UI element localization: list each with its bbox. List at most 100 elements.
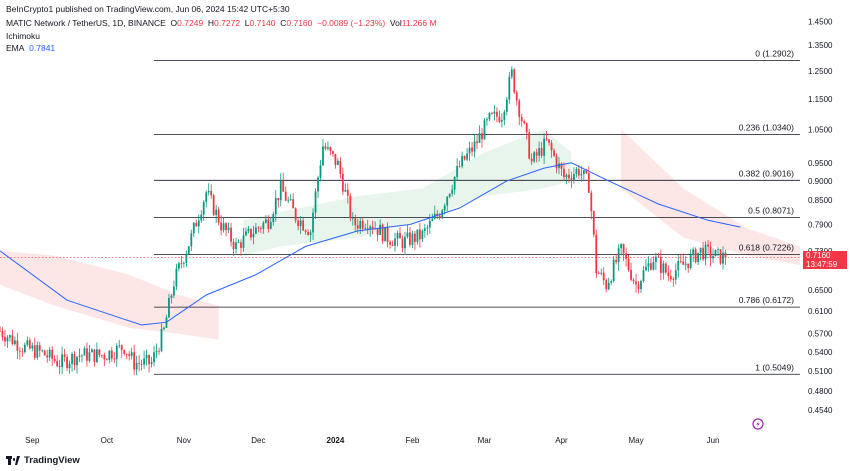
candle-body-5 — [11, 335, 14, 345]
candle-body-214 — [530, 158, 533, 162]
candle-body-82 — [202, 201, 205, 215]
candle-body-89 — [220, 222, 223, 231]
candle-body-133 — [329, 147, 332, 152]
candle-body-3 — [6, 337, 9, 342]
candle-body-11 — [26, 340, 29, 345]
candle-body-128 — [317, 177, 319, 192]
candle-body-239 — [592, 211, 595, 235]
published-line: BeInCrypto1 published on TradingView.com… — [6, 4, 290, 15]
candle-body-64 — [158, 350, 160, 352]
y-tick-label-15: 0.4800 — [808, 387, 833, 396]
candle-body-277 — [687, 263, 690, 269]
symbol-title[interactable]: MATIC Network / TetherUS, 1D, BINANCE — [6, 18, 166, 28]
open-label: O — [170, 18, 178, 28]
candle-body-220 — [545, 138, 548, 140]
event-marker-icon — [752, 418, 764, 430]
candle-body-189 — [468, 147, 471, 154]
fib-label-4: 0.618 (0.7226) — [739, 242, 794, 252]
candle-body-35 — [86, 348, 88, 361]
candle-body-102 — [252, 233, 255, 238]
ichimoku-legend[interactable]: Ichimoku — [6, 31, 40, 42]
candle-body-87 — [215, 209, 218, 215]
candle-body-235 — [582, 170, 585, 175]
candle-body-33 — [81, 355, 83, 357]
candle-body-108 — [267, 219, 270, 229]
candle-body-118 — [292, 199, 295, 209]
candle-body-17 — [41, 350, 44, 352]
candle-body-193 — [478, 133, 481, 143]
candle-body-119 — [294, 208, 297, 221]
candle-body-77 — [190, 233, 193, 247]
candle-body-233 — [577, 169, 580, 176]
candle-body-237 — [587, 173, 590, 193]
candle-body-53 — [130, 352, 133, 356]
candle-body-185 — [458, 166, 461, 167]
tradingview-logo-text: TradingView — [24, 455, 80, 466]
candle-body-73 — [180, 263, 183, 265]
candle-body-16 — [38, 345, 41, 351]
candle-body-46 — [113, 358, 116, 360]
candle-body-127 — [314, 191, 317, 213]
candle-body-206 — [510, 69, 513, 77]
candle-body-146 — [361, 220, 364, 229]
candle-body-147 — [364, 227, 367, 229]
candle-body-252 — [625, 253, 627, 259]
candle-body-6 — [14, 340, 16, 345]
candle-body-223 — [553, 150, 555, 156]
candle-body-126 — [312, 212, 314, 233]
y-tick-label-12: 0.5700 — [808, 330, 833, 339]
candle-body-12 — [28, 340, 31, 349]
ema-legend[interactable]: EMA 0.7841 — [6, 43, 55, 54]
x-tick-label-9: Jun — [707, 436, 720, 445]
candle-body-79 — [195, 222, 198, 227]
ichimoku-cloud-bull-0 — [243, 129, 572, 256]
fib-label-5: 0.786 (0.6172) — [739, 295, 794, 305]
candle-body-50 — [123, 350, 126, 354]
candle-body-125 — [309, 232, 312, 235]
candle-body-171 — [423, 228, 426, 231]
candle-body-202 — [500, 119, 503, 122]
x-tick-label-0: Sep — [25, 436, 40, 445]
candle-body-213 — [528, 132, 531, 159]
candle-body-112 — [277, 197, 280, 201]
candle-body-236 — [585, 170, 588, 174]
candle-body-177 — [438, 215, 441, 218]
candle-body-38 — [93, 349, 96, 362]
candle-body-63 — [155, 350, 158, 353]
candle-body-49 — [120, 345, 123, 351]
candle-body-280 — [694, 249, 697, 263]
candle-body-32 — [78, 355, 81, 357]
tradingview-logo[interactable]: TradingView — [6, 455, 80, 466]
candle-body-224 — [555, 155, 558, 168]
candle-body-14 — [33, 345, 36, 358]
candle-body-226 — [560, 163, 563, 169]
candle-body-231 — [573, 173, 575, 181]
candle-body-138 — [341, 173, 344, 192]
candle-body-90 — [222, 223, 225, 231]
candle-body-211 — [523, 121, 526, 124]
candle-body-105 — [259, 228, 262, 229]
candle-body-160 — [396, 232, 399, 239]
candle-body-100 — [247, 228, 250, 232]
candle-body-153 — [379, 224, 382, 235]
candle-body-123 — [304, 230, 307, 232]
candle-body-139 — [344, 189, 347, 192]
candle-body-196 — [486, 119, 488, 121]
y-tick-label-14: 0.5100 — [808, 367, 833, 376]
candle-body-41 — [100, 355, 103, 356]
candle-body-96 — [237, 242, 240, 244]
lightning-icon — [756, 421, 760, 427]
candle-body-201 — [498, 116, 501, 122]
candle-body-24 — [58, 366, 61, 368]
candle-body-167 — [414, 233, 416, 242]
candle-body-207 — [513, 69, 516, 93]
candle-body-205 — [508, 76, 511, 100]
x-tick-label-8: May — [628, 436, 643, 445]
candle-body-122 — [302, 220, 305, 231]
candle-body-272 — [674, 270, 677, 280]
candle-body-174 — [431, 218, 434, 221]
candle-body-120 — [297, 220, 300, 227]
low-value: 0.7140 — [249, 18, 276, 28]
candle-body-271 — [672, 279, 675, 280]
